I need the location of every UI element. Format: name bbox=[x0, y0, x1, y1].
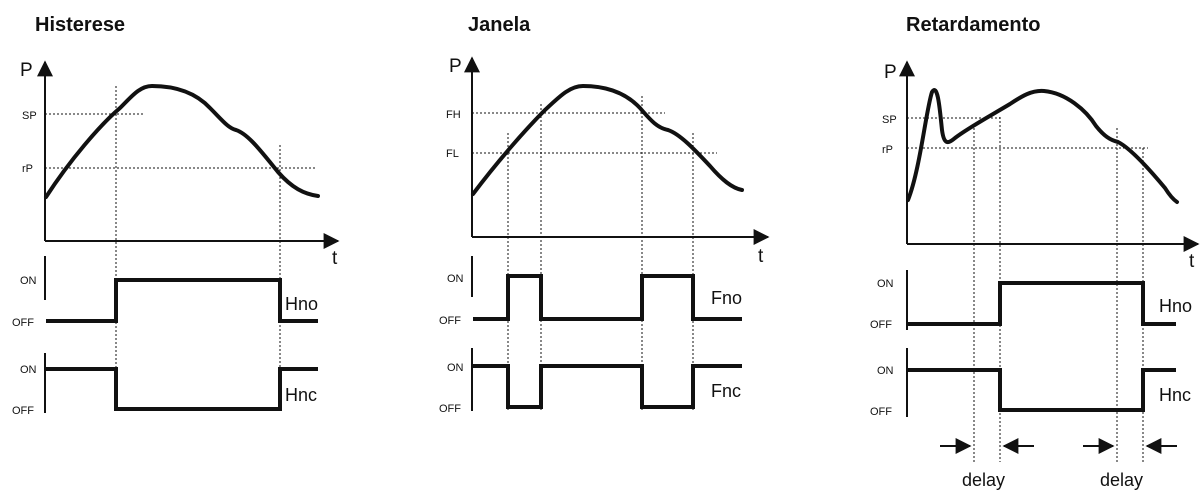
y-axis-label: P bbox=[20, 60, 33, 81]
panel-title: Histerese bbox=[35, 14, 125, 36]
off-label: OFF bbox=[12, 317, 34, 329]
output-label-hnc: Hnc bbox=[1159, 385, 1191, 405]
y-axis-label: P bbox=[884, 62, 897, 83]
fnc-signal bbox=[473, 364, 742, 409]
level-label-fl: FL bbox=[446, 148, 459, 160]
pressure-curve bbox=[44, 84, 320, 199]
level-label-rp: rP bbox=[882, 144, 893, 156]
output-label-hno: Hno bbox=[1159, 296, 1192, 316]
output-label-hnc: Hnc bbox=[285, 385, 317, 405]
output-label-hno: Hno bbox=[285, 294, 318, 314]
off-label: OFF bbox=[439, 403, 461, 415]
hno-signal bbox=[46, 278, 318, 323]
off-label: OFF bbox=[12, 405, 34, 417]
hnc-signal bbox=[46, 367, 318, 411]
off-label: OFF bbox=[439, 315, 461, 327]
panel-title: Retardamento bbox=[906, 14, 1040, 36]
output-label-fno: Fno bbox=[711, 288, 742, 308]
pressure-curve bbox=[906, 88, 1179, 204]
level-label-rp: rP bbox=[22, 163, 33, 175]
fno-signal bbox=[473, 274, 742, 321]
on-label: ON bbox=[20, 364, 37, 376]
y-axis-label: P bbox=[449, 56, 462, 77]
level-label-sp: SP bbox=[882, 114, 897, 126]
on-label: ON bbox=[20, 275, 37, 287]
x-axis-label: t bbox=[758, 246, 764, 267]
panel-retardamento: Retardamento P t SP rP ON OFF Hno ON OFF… bbox=[870, 14, 1200, 490]
off-label: OFF bbox=[870, 406, 892, 418]
on-label: ON bbox=[447, 362, 464, 374]
hno-signal bbox=[908, 281, 1176, 326]
delay-label: delay bbox=[1100, 470, 1143, 490]
panel-title: Janela bbox=[468, 14, 531, 36]
x-axis-label: t bbox=[1189, 251, 1195, 272]
on-label: ON bbox=[877, 278, 894, 290]
level-label-sp: SP bbox=[22, 110, 37, 122]
panel-histerese: Histerese P t SP rP ON OFF Hno ON OFF Hn… bbox=[12, 14, 340, 417]
on-label: ON bbox=[877, 365, 894, 377]
hnc-signal bbox=[908, 368, 1176, 412]
pressure-curve bbox=[471, 84, 744, 196]
output-label-fnc: Fnc bbox=[711, 381, 741, 401]
x-axis-label: t bbox=[332, 248, 338, 269]
off-label: OFF bbox=[870, 319, 892, 331]
level-label-fh: FH bbox=[446, 109, 461, 121]
on-label: ON bbox=[447, 273, 464, 285]
delay-label: delay bbox=[962, 470, 1005, 490]
panel-janela: Janela P t FH FL ON OFF Fno ON OFF Fnc bbox=[439, 14, 770, 415]
